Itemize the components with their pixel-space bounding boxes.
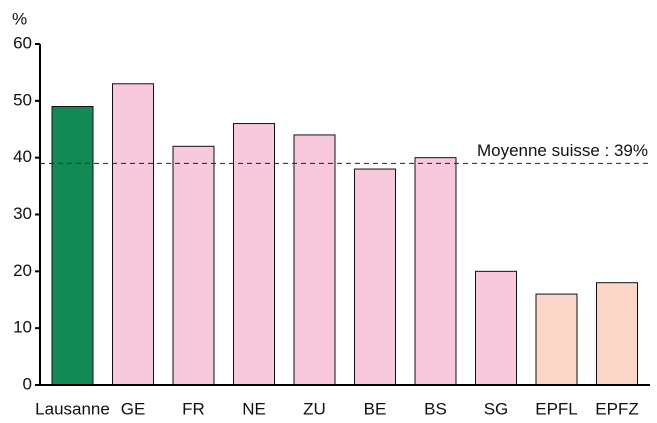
x-tick-label: EPFZ [595, 399, 638, 418]
y-axis-label: % [12, 9, 27, 28]
x-tick-label: GE [121, 399, 146, 418]
x-tick-label: BE [364, 399, 387, 418]
bar [112, 83, 154, 386]
y-tick-label: 10 [13, 318, 32, 337]
x-tick-label: EPFL [535, 399, 578, 418]
bar [172, 145, 215, 386]
bar [51, 106, 94, 386]
x-tick-label: Lausanne [35, 399, 110, 418]
x-tick-label: ZU [303, 399, 326, 418]
y-tick-label: 20 [13, 261, 32, 280]
x-tick-label: SG [484, 399, 509, 418]
y-tick-label: 30 [13, 204, 32, 223]
y-tick-label: 60 [13, 33, 32, 52]
x-tick-label: FR [182, 399, 205, 418]
y-tick-label: 50 [13, 90, 32, 109]
y-tick-label: 0 [23, 374, 32, 393]
bar [233, 123, 275, 386]
x-tick-label: NE [242, 399, 266, 418]
bar [414, 157, 457, 386]
bar [535, 293, 578, 386]
reference-label: Moyenne suisse : 39% [477, 141, 648, 160]
x-tick-label: BS [424, 399, 447, 418]
bar [475, 270, 517, 386]
y-tick-label: 40 [13, 147, 32, 166]
bar [596, 282, 638, 386]
bar [354, 168, 396, 386]
bar [293, 134, 336, 386]
